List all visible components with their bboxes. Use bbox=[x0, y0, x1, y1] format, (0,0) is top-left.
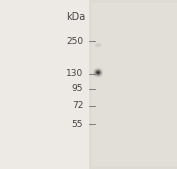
Text: 95: 95 bbox=[72, 84, 83, 93]
Text: 55: 55 bbox=[72, 120, 83, 129]
Bar bbox=[92, 3, 177, 166]
Text: kDa: kDa bbox=[66, 12, 85, 22]
Text: 130: 130 bbox=[66, 69, 83, 78]
Text: 72: 72 bbox=[72, 101, 83, 110]
Text: 250: 250 bbox=[66, 37, 83, 46]
Bar bbox=[88, 0, 177, 169]
